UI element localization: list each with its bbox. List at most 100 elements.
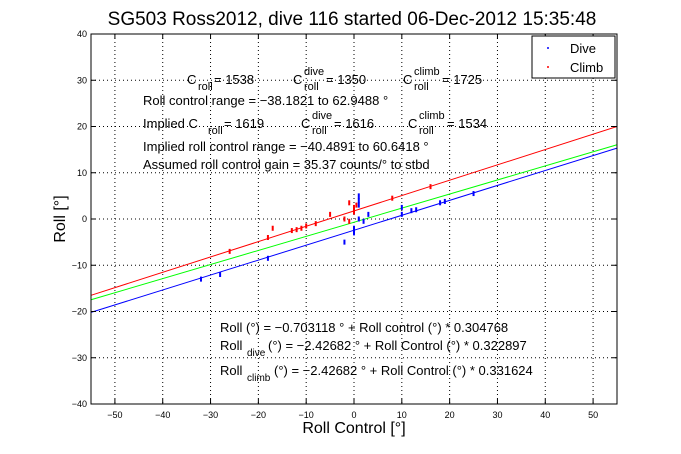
y-tick-label: 20	[77, 122, 87, 132]
equation-dive: (°) = −2.42682 ° + Roll Control (°) * 0.…	[268, 338, 527, 353]
dive-point	[400, 211, 403, 217]
ticks: −50 −40 −30 −20 −10 0 10 20 30 40 50 −40 −30 −20 −10 0 1…	[72, 29, 617, 420]
climb-point	[348, 218, 351, 224]
implied-sub: roll	[208, 125, 223, 137]
climb-point	[295, 227, 298, 233]
dive-point	[357, 198, 360, 203]
climb-point	[314, 221, 317, 227]
dive-point	[343, 239, 346, 245]
x-tick-label: 10	[397, 410, 407, 420]
gain-text: Assumed roll control gain = 35.37 counts…	[143, 157, 430, 172]
dive-point	[357, 193, 360, 199]
dive-point	[443, 198, 446, 204]
y-tick-label: −20	[72, 307, 87, 317]
grid	[91, 33, 617, 405]
c-dive: C	[293, 72, 302, 87]
legend-climb: Climb	[570, 60, 603, 75]
y-tick-label: 0	[82, 214, 87, 224]
equation-climb-label: Roll	[220, 363, 243, 378]
equation-climb: (°) = −2.42682 ° + Roll Control (°) * 0.…	[274, 363, 533, 378]
climb-point	[429, 184, 432, 190]
x-tick-label: 20	[445, 410, 455, 420]
y-tick-label: 30	[77, 75, 87, 85]
climb-point	[266, 235, 269, 240]
implied-val: = 1619	[224, 116, 264, 131]
dive-point	[353, 225, 355, 231]
data-points	[199, 184, 475, 282]
climb-point	[271, 225, 274, 231]
y-axis-label: Roll [°]	[52, 195, 69, 242]
x-axis-label: Roll Control [°]	[302, 420, 405, 437]
y-tick-label: 40	[77, 29, 87, 39]
dive-point	[199, 276, 202, 282]
dive-point	[472, 191, 475, 197]
equation-dive-sub: dive	[247, 348, 266, 359]
equation-overall: Roll (°) = −0.703118 ° + Roll control (°…	[220, 320, 508, 335]
c-climb-sub: roll	[414, 81, 429, 93]
c-climb: C	[403, 72, 412, 87]
c-climb-sup: climb	[414, 66, 440, 78]
x-tick-label: 0	[351, 410, 356, 420]
x-tick-label: 50	[588, 410, 598, 420]
x-tick-label: −20	[251, 410, 266, 420]
implied-dive-sub: roll	[312, 125, 327, 137]
dive-point	[415, 207, 418, 213]
climb-point	[343, 216, 346, 222]
range-text: Roll control range = −38.1821 to 62.9488…	[143, 93, 388, 108]
legend-dive-marker	[547, 47, 549, 49]
implied-climb-sup: climb	[419, 110, 445, 122]
dive-point	[367, 211, 370, 217]
x-tick-label: −10	[299, 410, 314, 420]
climb-point	[300, 225, 303, 231]
implied-prefix: Implied C	[143, 116, 198, 131]
dive-point	[410, 208, 413, 214]
dive-point	[357, 202, 360, 208]
y-tick-label: −30	[72, 353, 87, 363]
x-tick-label: −30	[203, 410, 218, 420]
legend-dive: Dive	[570, 41, 596, 56]
c-dive-val: = 1350	[326, 72, 366, 87]
y-tick-label: −10	[72, 260, 87, 270]
implied-climb-sub: roll	[419, 125, 434, 137]
y-tick-label: −40	[72, 399, 87, 409]
dive-point	[439, 200, 442, 206]
fit-line-overall-fit	[90, 144, 618, 301]
climb-point	[391, 195, 394, 201]
y-tick-label: 10	[77, 168, 87, 178]
chart-title: SG503 Ross2012, dive 116 started 06-Dec-…	[108, 9, 597, 30]
climb-point	[348, 200, 351, 206]
climb-point	[290, 228, 293, 234]
implied-climb-val: = 1534	[447, 116, 487, 131]
implied-climb: C	[408, 116, 417, 131]
dive-point	[266, 255, 269, 261]
equation-climb-sub: climb	[247, 373, 271, 384]
legend-climb-marker	[547, 66, 549, 68]
x-tick-label: −50	[107, 410, 122, 420]
c-roll-val: = 1538	[214, 72, 254, 87]
equation-dive-label: Roll	[220, 338, 243, 353]
dive-point	[357, 216, 360, 222]
implied-range-text: Implied roll control range = −40.4891 to…	[143, 139, 429, 154]
climb-point	[305, 223, 308, 229]
climb-point	[228, 248, 231, 254]
c-climb-val: = 1725	[442, 72, 482, 87]
climb-point	[355, 202, 358, 208]
dive-point	[353, 230, 355, 236]
dive-point	[219, 272, 222, 277]
c-dive-sup: dive	[304, 66, 324, 78]
x-tick-label: −40	[155, 410, 170, 420]
dive-point	[400, 204, 403, 210]
implied-dive-val: = 1616	[334, 116, 374, 131]
annotations: C roll = 1538 C dive roll = 1350 C climb…	[143, 66, 533, 384]
dive-point	[362, 218, 365, 224]
x-tick-label: 40	[540, 410, 550, 420]
c-roll: C	[187, 72, 196, 87]
c-dive-sub: roll	[304, 81, 319, 93]
x-tick-label: 30	[492, 410, 502, 420]
climb-point	[329, 211, 332, 217]
c-roll-sub: roll	[198, 81, 213, 93]
implied-dive-sup: dive	[312, 110, 332, 122]
legend: Dive Climb	[531, 35, 616, 79]
implied-dive: C	[301, 116, 310, 131]
